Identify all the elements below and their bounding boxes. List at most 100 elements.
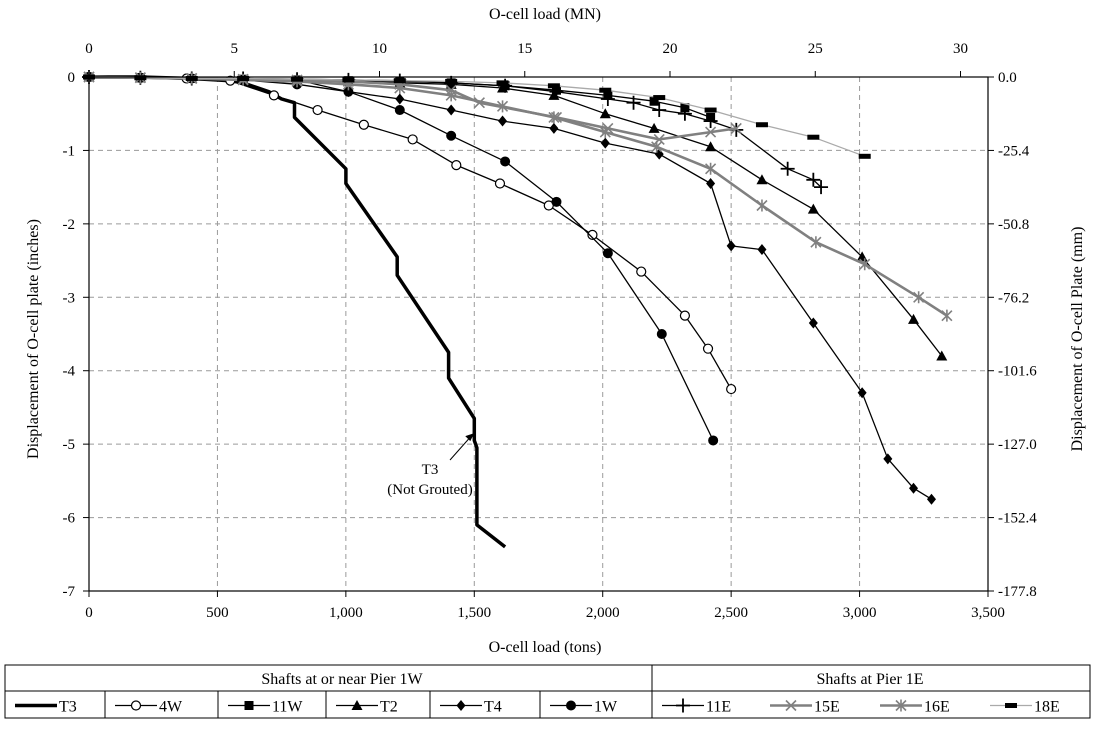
series-16e-line (88, 75, 948, 317)
series-1w-point (394, 105, 405, 116)
series-t4-point (600, 137, 610, 149)
series-layer (82, 70, 953, 549)
series-16e-point (496, 100, 509, 113)
series-18e-point (393, 78, 406, 84)
y-tick-label: -7 (63, 584, 76, 600)
x2-tick-label: 0 (85, 41, 93, 57)
series-t2-point (705, 141, 717, 152)
legend-marker-15e (785, 699, 797, 712)
series-18e-point (291, 76, 304, 82)
y2-tick-label: -101.6 (998, 364, 1037, 380)
series-1w-point (551, 196, 562, 207)
series-18e-point (599, 87, 612, 93)
legend-label-t2: T2 (380, 699, 398, 716)
annotation: T3 (Not Grouted) (387, 433, 475, 498)
y-tick-label: -1 (63, 143, 76, 159)
legend-label-15e: 15E (814, 699, 840, 716)
series-18e-point (185, 75, 198, 81)
series-t2-point (908, 313, 920, 324)
series-11e-point (626, 95, 641, 110)
legend-marker-11e (676, 698, 690, 713)
y-tick-label: -6 (63, 511, 76, 527)
series-4w-point (679, 310, 691, 321)
series-t4-point (883, 453, 893, 465)
series-11e-point (780, 161, 795, 176)
series-t2-point (756, 174, 768, 185)
series-t4-point (857, 387, 867, 399)
annotation-label-line1: T3 (422, 462, 439, 478)
legend-label-16e: 16E (924, 699, 950, 716)
legend-marker-11w (244, 701, 254, 710)
x2-tick-label: 10 (372, 41, 387, 57)
legend-marker-t2 (351, 700, 363, 710)
axes: 0 500 1,000 1,500 2,000 2,500 3,000 3,500 0 5 10 15… (63, 41, 1038, 621)
series-11w-point (649, 96, 659, 106)
series-t4-point (549, 122, 559, 134)
series-11e-point (652, 103, 667, 118)
annotation-label-line2: (Not Grouted) (387, 482, 472, 498)
series-18e-point (755, 122, 768, 128)
series-t4-point (498, 115, 508, 127)
series-18e-point (807, 134, 820, 140)
x2-tick-label: 15 (517, 41, 532, 57)
y2-tick-label: -76.2 (998, 290, 1029, 306)
legend-group-label-1: Shafts at or near Pier 1W (261, 671, 423, 688)
y2-tick-label: -152.4 (998, 511, 1037, 527)
series-4w-point (268, 90, 280, 101)
series-t2-point (648, 122, 660, 133)
series-16e-point (705, 162, 717, 175)
series-11e-point (806, 172, 821, 187)
series-4w-point (407, 134, 418, 145)
x2-tick-label: 20 (663, 41, 678, 57)
series-t4-point (726, 240, 736, 252)
series-1w-point (602, 248, 613, 259)
series-16e-point (941, 309, 953, 322)
series-11e-point (703, 114, 718, 129)
series-16e-point (599, 126, 611, 139)
y-tick-label: -3 (63, 290, 76, 306)
series-16e-point (651, 140, 663, 153)
series-11e-point (814, 180, 829, 195)
series-4w-point (702, 343, 714, 354)
series-t4-point (446, 104, 456, 116)
y2-tick-label: -177.8 (998, 584, 1037, 600)
y-tick-label: -5 (63, 437, 76, 453)
series-1w-point (708, 435, 719, 446)
legend-marker-t4 (456, 700, 466, 711)
annotation-arrow-line (449, 436, 471, 461)
series-t4-point (926, 493, 936, 505)
plot-frame (88, 76, 989, 592)
y2-tick-label: -127.0 (998, 437, 1037, 453)
legend-label-1w: 1W (594, 699, 618, 716)
legend-label-4w: 4W (159, 699, 183, 716)
series-1w-point (500, 156, 511, 167)
legend-label-18e: 18E (1034, 699, 1060, 716)
x-tick-label: 1,000 (329, 605, 363, 621)
series-18e-point (547, 83, 560, 89)
series-18e-point (237, 75, 250, 81)
series-t2-point (807, 203, 819, 214)
series-t4-point (757, 244, 767, 256)
series-4w-point (726, 383, 737, 395)
legend-label-t3: T3 (59, 699, 77, 716)
y-tick-label: 0 (68, 70, 76, 86)
plot-background (89, 77, 988, 591)
series-15e-point (705, 126, 717, 138)
series-16e-point (445, 89, 457, 102)
series-16e-point (913, 291, 925, 304)
y-axis-title-left: Displacement of O-cell plate (inches) (25, 219, 42, 459)
series-16e-point (756, 199, 768, 212)
series-16e-point (810, 236, 822, 249)
legend: Shafts at or near Pier 1W Shafts at Pier… (4, 664, 1091, 719)
series-t4-point (808, 317, 818, 329)
x-tick-label: 3,000 (843, 605, 877, 621)
x-tick-label: 500 (206, 605, 229, 621)
series-18e-point (445, 78, 458, 84)
y-tick-label: -2 (63, 217, 76, 233)
annotation-arrow-head (465, 433, 475, 442)
y-axis-title-right: Displacement of O-cell Plate (mm) (1069, 227, 1086, 452)
x-tick-label: 0 (85, 605, 93, 621)
series-18e-point (704, 107, 717, 113)
